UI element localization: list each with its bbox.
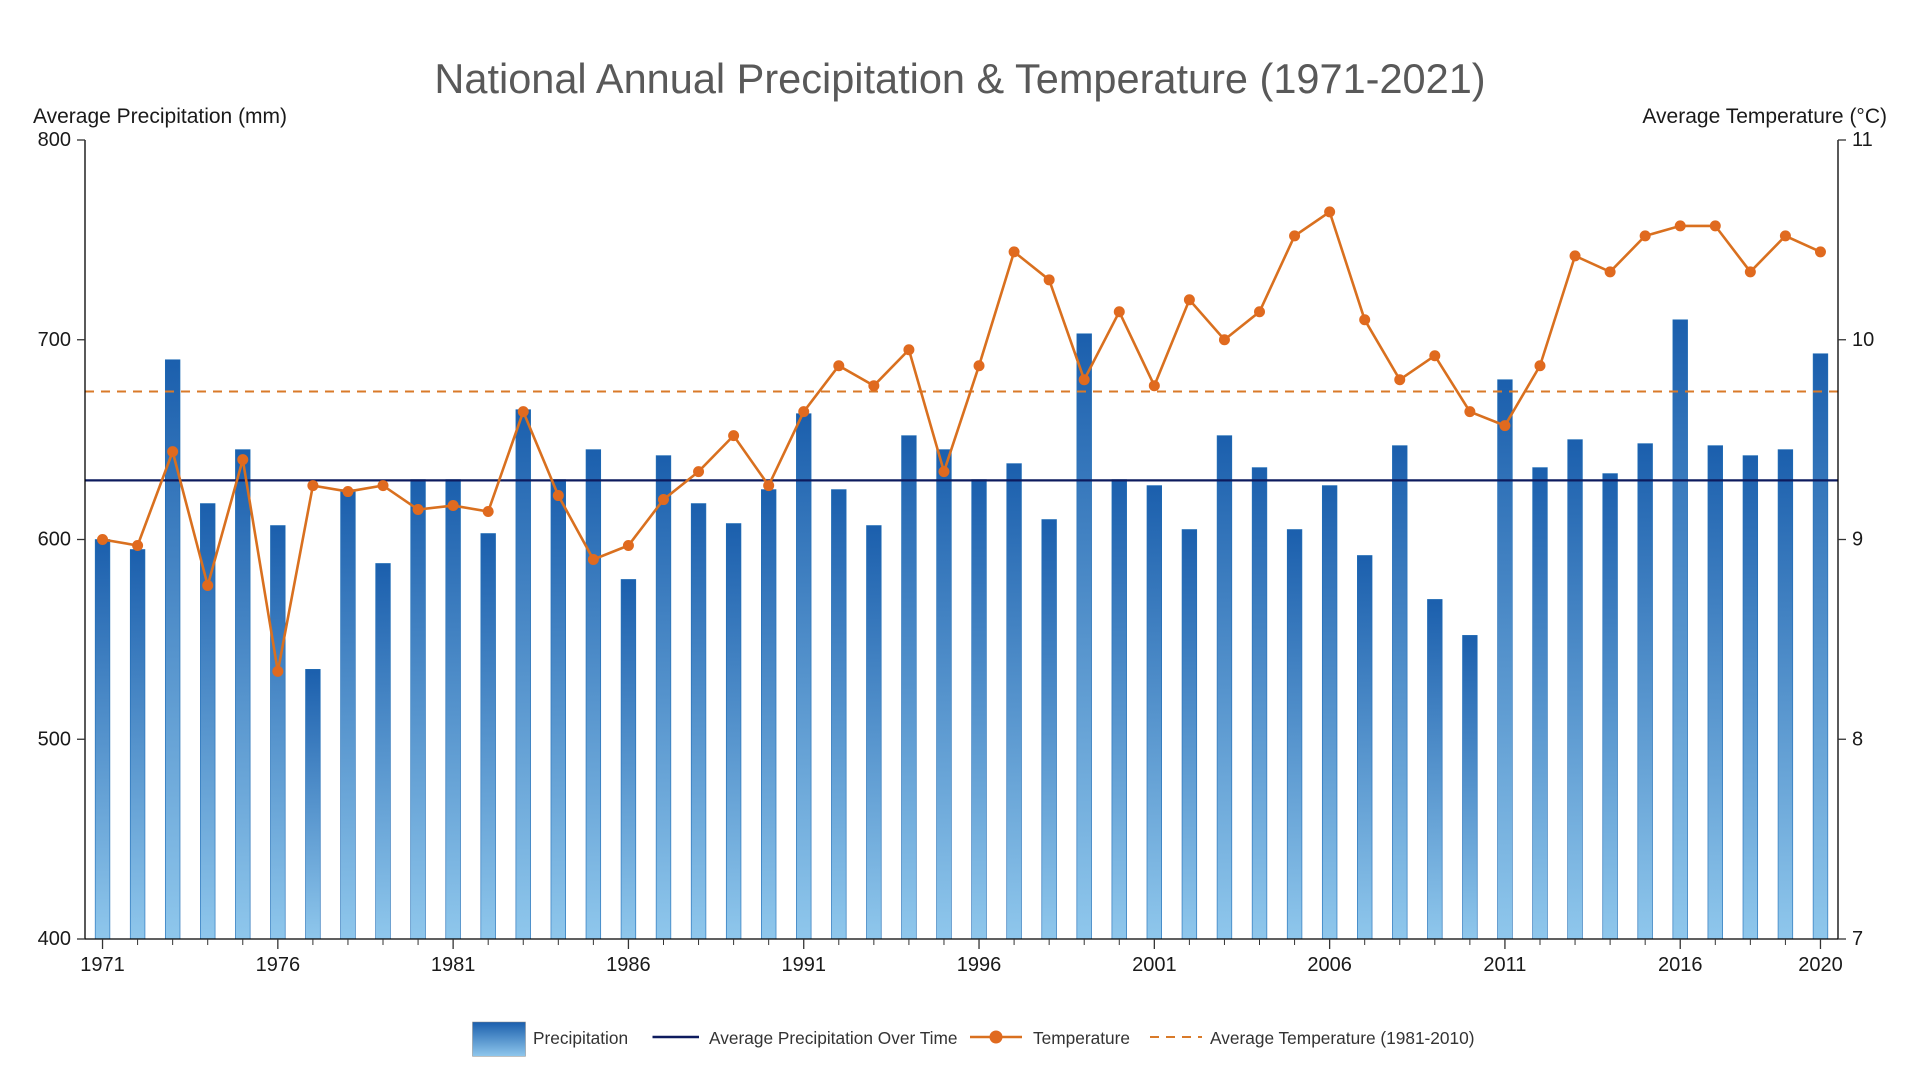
svg-text:Average Temperature (1981-2010: Average Temperature (1981-2010) <box>1210 1028 1475 1048</box>
svg-text:National Annual Precipitation: National Annual Precipitation & Temperat… <box>434 55 1485 102</box>
svg-text:1986: 1986 <box>606 954 651 976</box>
svg-text:11: 11 <box>1852 129 1873 151</box>
svg-text:2016: 2016 <box>1658 954 1703 976</box>
svg-text:Average Precipitation (mm): Average Precipitation (mm) <box>33 105 287 128</box>
svg-text:Temperature: Temperature <box>1033 1028 1130 1048</box>
svg-text:400: 400 <box>38 928 71 950</box>
svg-text:800: 800 <box>38 129 71 151</box>
svg-text:Precipitation: Precipitation <box>533 1028 628 1048</box>
svg-text:8: 8 <box>1852 728 1863 750</box>
svg-text:9: 9 <box>1852 529 1863 551</box>
svg-text:Average Temperature (°C): Average Temperature (°C) <box>1642 105 1887 128</box>
svg-text:2011: 2011 <box>1483 954 1526 976</box>
svg-text:Average Precipitation Over Tim: Average Precipitation Over Time <box>709 1028 957 1048</box>
svg-text:1981: 1981 <box>431 954 476 976</box>
svg-text:1996: 1996 <box>957 954 1002 976</box>
svg-text:700: 700 <box>38 329 71 351</box>
svg-text:2001: 2001 <box>1132 954 1177 976</box>
svg-text:1976: 1976 <box>256 954 301 976</box>
svg-text:2006: 2006 <box>1307 954 1352 976</box>
svg-text:2020: 2020 <box>1798 954 1843 976</box>
svg-text:500: 500 <box>38 728 71 750</box>
svg-text:1971: 1971 <box>80 954 125 976</box>
svg-text:600: 600 <box>38 529 71 551</box>
svg-text:10: 10 <box>1852 329 1874 351</box>
svg-text:1991: 1991 <box>781 954 826 976</box>
svg-text:7: 7 <box>1852 928 1863 950</box>
